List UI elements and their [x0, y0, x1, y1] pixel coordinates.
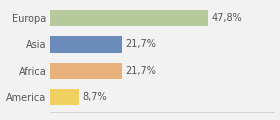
Text: 21,7%: 21,7%: [125, 39, 156, 49]
Text: 8,7%: 8,7%: [82, 92, 107, 102]
Bar: [50, 89, 79, 105]
Text: 47,8%: 47,8%: [211, 13, 242, 23]
Bar: [50, 36, 122, 53]
Bar: [50, 63, 122, 79]
Bar: [50, 10, 208, 26]
Text: 21,7%: 21,7%: [125, 66, 156, 76]
